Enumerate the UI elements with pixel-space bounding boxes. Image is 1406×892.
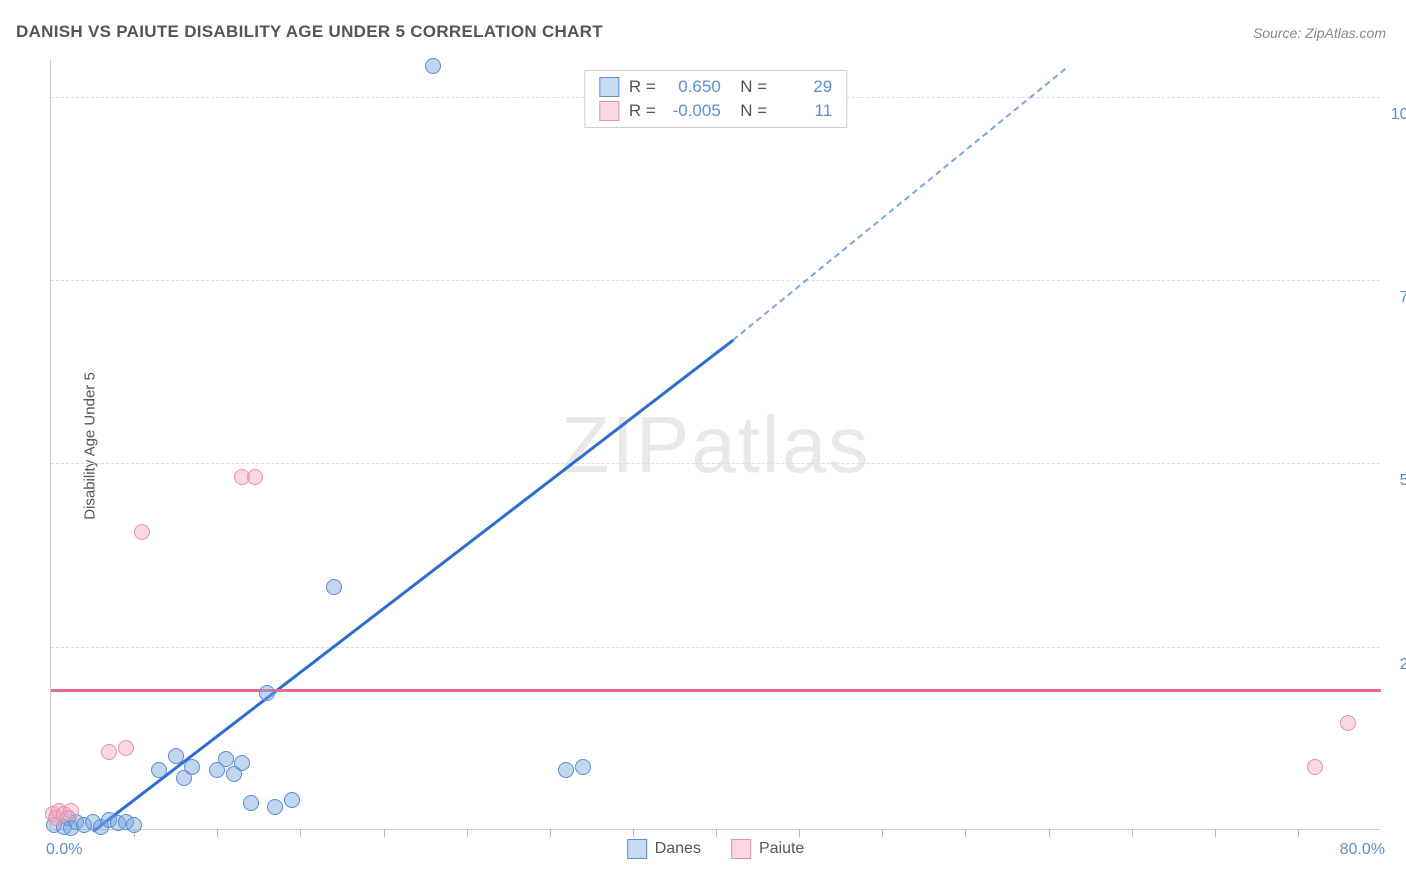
watermark: ZIPatlas: [561, 399, 870, 491]
data-point-danes: [243, 795, 259, 811]
x-tick: [217, 829, 218, 837]
x-tick-label: 0.0%: [46, 841, 82, 859]
legend-label: Danes: [655, 840, 701, 858]
x-tick: [716, 829, 717, 837]
legend-row-danes: R = 0.650 N = 29: [599, 77, 832, 97]
gridline: [51, 647, 1380, 648]
legend-item-danes: Danes: [627, 839, 701, 859]
legend-label: Paiute: [759, 840, 804, 858]
x-tick: [1298, 829, 1299, 837]
legend-n-value: 29: [777, 77, 832, 97]
source-label: Source: ZipAtlas.com: [1253, 25, 1386, 41]
legend-row-paiute: R = -0.005 N = 11: [599, 101, 832, 121]
trend-line-danes: [92, 339, 734, 832]
swatch-pink: [731, 839, 751, 859]
data-point-danes: [326, 579, 342, 595]
data-point-paiute: [1340, 715, 1356, 731]
data-point-danes: [558, 762, 574, 778]
x-tick: [384, 829, 385, 837]
swatch-blue: [599, 77, 619, 97]
x-tick: [799, 829, 800, 837]
data-point-paiute: [63, 803, 79, 819]
data-point-paiute: [1307, 759, 1323, 775]
data-point-danes: [151, 762, 167, 778]
data-point-danes: [184, 759, 200, 775]
y-tick-label: 50.0%: [1400, 472, 1406, 490]
correlation-legend: R = 0.650 N = 29 R = -0.005 N = 11: [584, 70, 847, 128]
data-point-danes: [234, 755, 250, 771]
plot-area: ZIPatlas R = 0.650 N = 29 R = -0.005 N =…: [50, 60, 1380, 830]
y-tick-label: 100.0%: [1391, 106, 1406, 124]
data-point-danes: [267, 799, 283, 815]
y-tick-label: 25.0%: [1400, 656, 1406, 674]
legend-item-paiute: Paiute: [731, 839, 804, 859]
chart-title: DANISH VS PAIUTE DISABILITY AGE UNDER 5 …: [16, 22, 603, 42]
data-point-danes: [259, 685, 275, 701]
x-tick: [633, 829, 634, 837]
data-point-paiute: [134, 524, 150, 540]
data-point-danes: [168, 748, 184, 764]
swatch-blue: [627, 839, 647, 859]
data-point-danes: [425, 58, 441, 74]
gridline: [51, 280, 1380, 281]
x-tick: [550, 829, 551, 837]
gridline: [51, 463, 1380, 464]
data-point-danes: [575, 759, 591, 775]
data-point-danes: [126, 817, 142, 833]
data-point-danes: [218, 751, 234, 767]
x-tick: [882, 829, 883, 837]
legend-r-label: R =: [629, 101, 656, 121]
x-tick: [467, 829, 468, 837]
data-point-paiute: [118, 740, 134, 756]
legend-r-value: -0.005: [666, 101, 721, 121]
x-tick: [965, 829, 966, 837]
y-tick-label: 75.0%: [1400, 289, 1406, 307]
swatch-pink: [599, 101, 619, 121]
x-tick: [1132, 829, 1133, 837]
x-tick: [300, 829, 301, 837]
legend-n-label: N =: [731, 77, 767, 97]
x-tick: [1049, 829, 1050, 837]
series-legend: Danes Paiute: [627, 839, 805, 859]
legend-n-value: 11: [777, 101, 832, 121]
x-tick: [1215, 829, 1216, 837]
legend-r-label: R =: [629, 77, 656, 97]
data-point-danes: [284, 792, 300, 808]
data-point-paiute: [101, 744, 117, 760]
legend-n-label: N =: [731, 101, 767, 121]
x-tick-label: 80.0%: [1340, 841, 1385, 859]
data-point-paiute: [247, 469, 263, 485]
legend-r-value: 0.650: [666, 77, 721, 97]
trend-line-paiute: [51, 689, 1381, 692]
